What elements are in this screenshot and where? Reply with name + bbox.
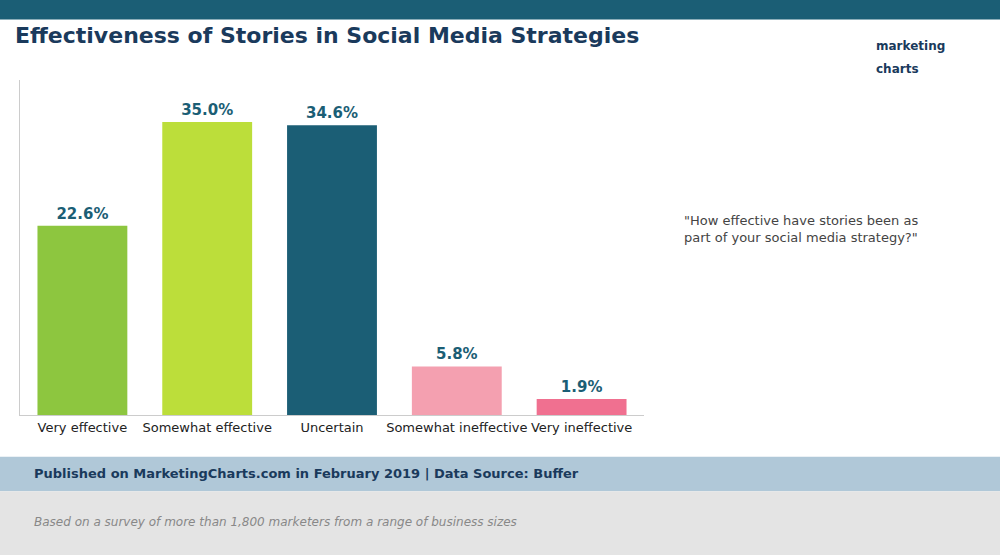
svg-text:34.6%: 34.6% <box>306 104 358 122</box>
svg-text:"How effective have stories be: "How effective have stories been aspart … <box>684 213 918 245</box>
svg-text:Published on MarketingCharts.c: Published on MarketingCharts.com in Febr… <box>34 466 579 481</box>
svg-text:Very effective: Very effective <box>38 420 128 435</box>
svg-text:5.8%: 5.8% <box>436 345 478 363</box>
svg-text:Very ineffective: Very ineffective <box>531 420 632 435</box>
svg-text:Based on a survey of more than: Based on a survey of more than 1,800 mar… <box>34 515 517 529</box>
svg-text:Uncertain: Uncertain <box>300 420 363 435</box>
svg-text:35.0%: 35.0% <box>181 101 233 119</box>
svg-text:Effectiveness of Stories in So: Effectiveness of Stories in Social Media… <box>15 23 639 48</box>
svg-text:marketing: marketing <box>876 39 945 53</box>
svg-text:22.6%: 22.6% <box>56 205 108 223</box>
svg-text:charts: charts <box>876 62 919 76</box>
svg-text:Somewhat effective: Somewhat effective <box>142 420 271 435</box>
svg-text:Somewhat ineffective: Somewhat ineffective <box>386 420 527 435</box>
svg-text:1.9%: 1.9% <box>561 378 603 396</box>
